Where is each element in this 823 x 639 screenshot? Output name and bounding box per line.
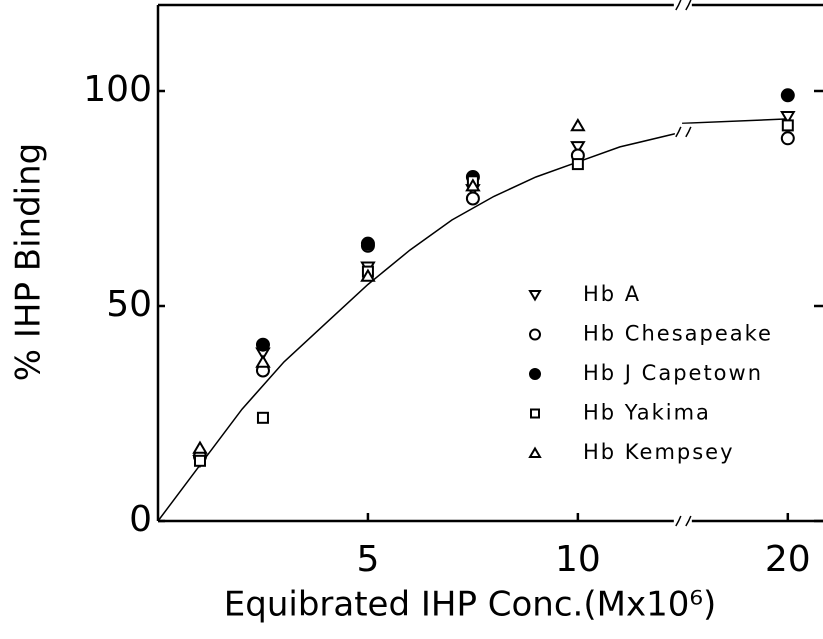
marker: [465, 191, 480, 206]
y-axis-label: % IHP Binding: [9, 143, 49, 382]
y-tick-label: 0: [129, 499, 152, 540]
curve-break: [675, 126, 682, 138]
marker: [528, 290, 542, 302]
marker: [570, 118, 586, 132]
fit-curve: [157, 118, 788, 522]
marker: [193, 454, 206, 467]
marker: [360, 268, 376, 282]
marker: [781, 119, 794, 132]
marker: [255, 354, 271, 368]
marker: [780, 88, 795, 103]
legend-label: Hb Yakima: [583, 401, 711, 425]
y-tick-label: 100: [83, 69, 152, 110]
legend-label: Hb J Capetown: [583, 361, 763, 385]
y-tick-label: 50: [106, 284, 152, 325]
x-axis-label: Equibrated IHP Conc.(Mx10⁶): [224, 585, 716, 625]
axis-break: [685, 0, 692, 11]
legend-label: Hb Kempsey: [583, 440, 735, 464]
marker: [530, 408, 540, 419]
x-tick-label: 10: [555, 539, 601, 580]
marker: [780, 131, 795, 146]
marker: [529, 368, 541, 380]
marker: [360, 236, 375, 251]
legend-label: Hb Chesapeake: [583, 322, 773, 346]
marker: [192, 440, 208, 454]
curve-break: [685, 126, 692, 138]
marker: [528, 446, 542, 458]
marker: [570, 141, 586, 155]
x-tick-label: 20: [765, 539, 811, 580]
marker: [255, 337, 270, 352]
marker: [465, 178, 481, 192]
legend-label: Hb A: [583, 282, 641, 306]
marker: [780, 111, 796, 125]
axis-break: [685, 515, 692, 527]
marker: [256, 411, 269, 424]
marker: [529, 328, 541, 341]
axis-break: [675, 0, 682, 11]
x-tick-label: 5: [356, 539, 379, 580]
marker: [571, 158, 584, 171]
axis-break: [675, 515, 682, 527]
